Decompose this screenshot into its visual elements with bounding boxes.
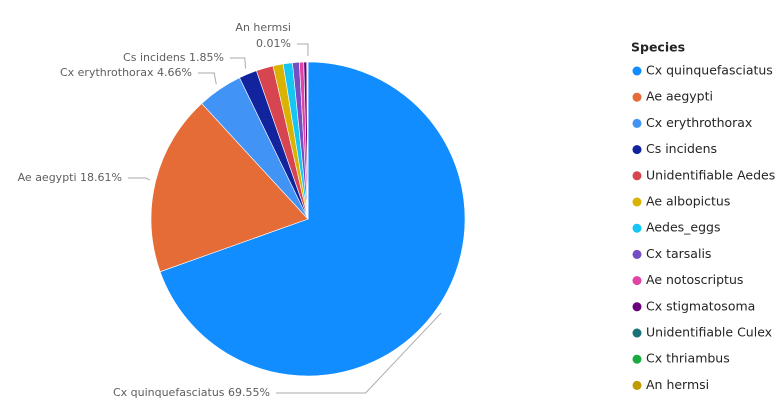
legend-marker (632, 171, 642, 181)
legend-marker (632, 66, 642, 76)
leader-line (297, 43, 309, 57)
leader-line (198, 72, 217, 85)
data-label-name: Cx erythrothorax (60, 66, 154, 79)
legend-label: Ae notoscriptus (646, 272, 743, 287)
legend-marker (632, 249, 642, 259)
data-label-name: Ae aegypti (18, 171, 77, 184)
data-label-name: An hermsi (235, 21, 291, 34)
data-label-value: 0.01% (256, 37, 291, 50)
legend-label: Cs incidens (646, 141, 717, 156)
leader-line (276, 312, 442, 394)
leader-line (128, 177, 150, 181)
legend-marker (632, 276, 642, 286)
data-label-name: Cs incidens (123, 51, 186, 64)
legend-marker (632, 354, 642, 364)
legend-marker (632, 223, 642, 233)
data-label-value: 69.55% (228, 386, 270, 399)
legend-label: Ae albopictus (646, 194, 730, 209)
data-label: Cs incidens 1.85% (123, 51, 224, 64)
pie-slice (150, 103, 309, 273)
legend-label: Cx stigmatosoma (646, 298, 755, 313)
data-label-name: Cx quinquefasciatus (113, 386, 225, 399)
data-label-value: 4.66% (157, 66, 192, 79)
legend-label: Unidentifiable Culex (646, 325, 772, 340)
legend-marker (632, 92, 642, 102)
legend-label: An hermsi (646, 377, 709, 392)
pie-slice (159, 61, 466, 377)
legend-label: Cx tarsalis (646, 246, 711, 261)
legend-marker (632, 328, 642, 338)
leader-line (230, 57, 247, 69)
data-label: Ae aegypti 18.61% (18, 171, 122, 184)
legend-marker (632, 145, 642, 155)
data-label: Cx quinquefasciatus 69.55% (113, 386, 270, 399)
legend-marker (632, 302, 642, 312)
legend-label: Unidentifiable Aedes (646, 167, 775, 182)
legend-label: Cx thriambus (646, 351, 730, 366)
legend-label: Cx erythrothorax (646, 115, 752, 130)
data-label-value: 18.61% (80, 171, 122, 184)
legend-title: Species (631, 40, 685, 55)
data-label-value: 1.85% (189, 51, 224, 64)
legend-marker (632, 197, 642, 207)
legend-label: Aedes_eggs (646, 220, 720, 235)
legend-marker (632, 118, 642, 128)
legend-marker (632, 380, 642, 390)
data-label: Cx erythrothorax 4.66% (60, 66, 192, 79)
legend-label: Cx quinquefasciatus (646, 63, 773, 78)
legend-label: Ae aegypti (646, 89, 713, 104)
